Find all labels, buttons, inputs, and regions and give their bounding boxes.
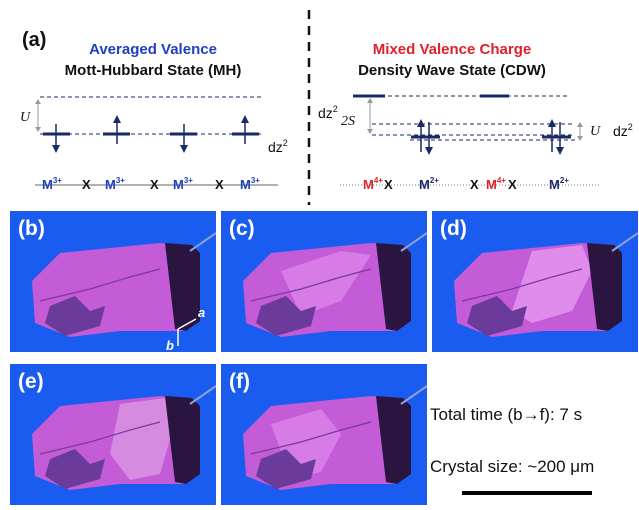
crystal-defect — [256, 296, 316, 336]
cdw-u-label: U — [590, 124, 601, 139]
mh-chain-metal: M3+ — [42, 176, 62, 192]
panel-label-d: (d) — [440, 217, 467, 240]
crystal-defect — [256, 449, 316, 489]
crystal-dark-end — [165, 243, 200, 331]
spin-down-arrow-head — [425, 147, 433, 155]
crystal-crack — [250, 421, 372, 455]
mh-chain-metal: M3+ — [240, 176, 260, 192]
spin-up-arrow-head — [548, 119, 556, 127]
panel-label-f: (f) — [229, 370, 250, 393]
cdw-chain-metal: M4+ — [486, 176, 506, 192]
crystal-crack — [250, 268, 372, 302]
mh-title-colored: Averaged Valence — [89, 41, 217, 58]
energy-level-scheme: (a) Averaged Valence Mott-Hubbard State … — [20, 10, 633, 205]
needle — [189, 232, 216, 252]
cdw-u-arrow-head-down — [577, 136, 583, 141]
cdw-u-arrow-head-up — [577, 122, 583, 127]
crystal-image — [243, 385, 427, 490]
mh-chain: M3+ X M3+ X M3+ X M3+ — [42, 176, 260, 192]
crystal-domain — [110, 398, 175, 480]
mh-chain-x: X — [82, 177, 91, 192]
cdw-chain: M4+ X M2+ X M4+ X M2+ — [363, 176, 569, 192]
axis-a-arrow — [177, 318, 197, 330]
gap-2s-arrow-head-up — [367, 98, 373, 103]
crystal-image — [243, 232, 427, 337]
crystal-dark-end — [376, 396, 411, 484]
cdw-gap-label: 2S — [341, 114, 355, 129]
needle — [189, 385, 216, 405]
total-time-text: Total time (b→f): 7 s — [430, 405, 583, 424]
axis-b-label: b — [166, 338, 174, 352]
needle — [400, 385, 427, 405]
cdw-chain-metal: M4+ — [363, 176, 383, 192]
spin-down-arrow-head — [180, 145, 188, 153]
spin-up-arrow-head — [241, 115, 249, 123]
micrograph-b: a b (b) — [10, 211, 216, 352]
mh-title: Mott-Hubbard State (MH) — [65, 62, 242, 79]
panel-label-b: (b) — [18, 217, 45, 240]
scale-bar — [462, 491, 592, 495]
crystal-defect — [45, 296, 105, 336]
crystal-image: a b — [32, 232, 216, 352]
crystal-defect — [467, 296, 527, 336]
micrograph-e: (e) — [10, 364, 216, 505]
crystal-dark-end — [587, 243, 622, 331]
spin-up-arrow-head — [113, 115, 121, 123]
panel-label-a: (a) — [22, 29, 46, 51]
cdw-title: Density Wave State (CDW) — [358, 62, 546, 79]
micrograph-c: (c) — [221, 211, 427, 352]
crystal-size-text: Crystal size: ~200 μm — [430, 457, 595, 476]
mh-chain-x: X — [215, 177, 224, 192]
crystal-image — [32, 385, 216, 490]
gap-2s-arrow-head-down — [367, 129, 373, 134]
crystal-crack — [39, 268, 161, 302]
cdw-chain-x: X — [508, 177, 517, 192]
spin-down-arrow-head — [556, 147, 564, 155]
panel-label-e: (e) — [18, 370, 44, 393]
mh-u-label: U — [20, 110, 31, 125]
axis-a-label: a — [198, 305, 205, 320]
crystal-dark-end — [376, 243, 411, 331]
panel-label-c: (c) — [229, 217, 255, 240]
crystal-domain — [281, 251, 371, 316]
cdw-chain-metal: M2+ — [419, 176, 439, 192]
crystal-dark-end — [165, 396, 200, 484]
mh-chain-metal: M3+ — [173, 176, 193, 192]
cdw-orbital-label-right: dz2 — [613, 122, 633, 139]
cdw-orbital-label-left: dz2 — [318, 104, 338, 121]
mh-chain-x: X — [150, 177, 159, 192]
spin-up-arrow-head — [417, 119, 425, 127]
micrograph-f: (f) — [221, 364, 427, 505]
cdw-chain-metal: M2+ — [549, 176, 569, 192]
needle — [400, 232, 427, 252]
crystal-image — [454, 232, 638, 337]
needle — [611, 232, 638, 252]
crystal-defect — [45, 449, 105, 489]
mh-orbital-label: dz2 — [268, 138, 288, 155]
crystal-crack — [461, 268, 583, 302]
mh-chain-metal: M3+ — [105, 176, 125, 192]
crystal-domain — [512, 245, 592, 323]
cdw-chain-x: X — [470, 177, 479, 192]
spin-down-arrow-head — [52, 145, 60, 153]
crystal-crack — [39, 421, 161, 455]
micrograph-d: (d) — [432, 211, 638, 352]
cdw-chain-x: X — [384, 177, 393, 192]
u-gap-arrow-head-down — [35, 127, 41, 132]
u-gap-arrow-head-up — [35, 99, 41, 104]
cdw-title-colored: Mixed Valence Charge — [373, 41, 531, 58]
